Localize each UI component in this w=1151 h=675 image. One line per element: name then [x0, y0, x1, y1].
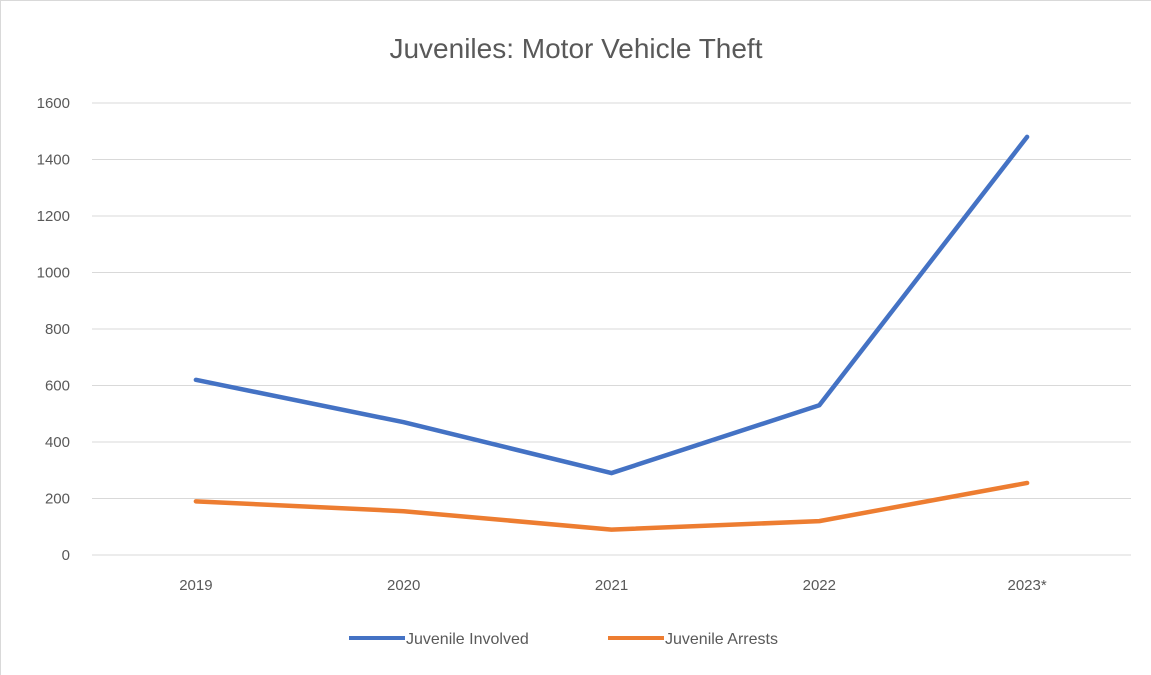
legend: Juvenile Involved Juvenile Arrests [349, 631, 778, 648]
frame-border-top [0, 0, 1151, 1]
y-tick-label: 600 [45, 378, 70, 395]
x-tick-label: 2021 [595, 577, 628, 594]
legend-item-juvenile-involved: Juvenile Involved [349, 631, 529, 648]
series-line-juvenile-involved [193, 134, 1030, 476]
x-tick-label: 2019 [179, 577, 212, 594]
x-tick-label: 2020 [387, 577, 420, 594]
legend-label-juvenile-involved: Juvenile Involved [406, 631, 529, 648]
y-tick-label: 0 [62, 547, 70, 564]
y-tick-label: 1200 [37, 208, 70, 225]
legend-item-juvenile-arrests: Juvenile Arrests [608, 631, 778, 648]
legend-label-juvenile-arrests: Juvenile Arrests [665, 631, 778, 648]
x-tick-label: 2022 [803, 577, 836, 594]
y-tick-label: 1400 [37, 152, 70, 169]
x-tick-label: 2023* [1007, 577, 1046, 594]
y-axis-ticks: 0 200 400 600 800 1000 1200 1400 1600 [37, 95, 70, 564]
series-lines [193, 134, 1030, 532]
series-line-juvenile-arrests [193, 480, 1030, 532]
frame-border-left [0, 0, 1, 675]
y-tick-label: 400 [45, 434, 70, 451]
chart-title: Juveniles: Motor Vehicle Theft [389, 33, 762, 64]
y-tick-label: 200 [45, 491, 70, 508]
y-tick-label: 1000 [37, 265, 70, 282]
y-tick-label: 1600 [37, 95, 70, 112]
y-tick-label: 800 [45, 321, 70, 338]
gridlines [92, 102, 1131, 556]
x-axis-ticks: 2019 2020 2021 2022 2023* [179, 577, 1047, 594]
